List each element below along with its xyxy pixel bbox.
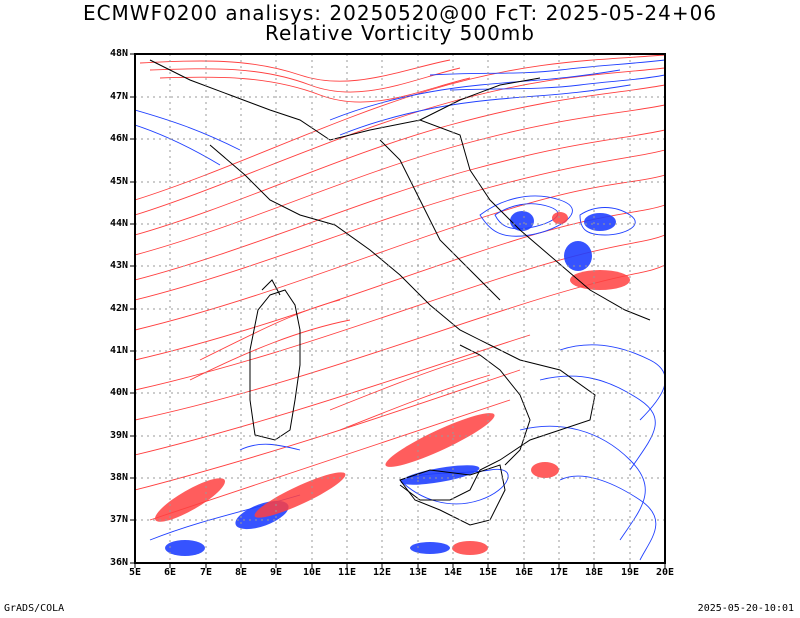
- lon-label: 18E: [584, 567, 604, 578]
- lat-label: 41N: [109, 345, 128, 356]
- lat-label: 48N: [109, 48, 128, 59]
- lat-lon-grid: [135, 54, 665, 563]
- lon-label: 10E: [302, 567, 322, 578]
- lon-label: 12E: [372, 567, 392, 578]
- software-credit: GrADS/COLA: [4, 603, 65, 614]
- lon-label: 7E: [199, 567, 213, 578]
- lon-label: 5E: [128, 567, 142, 578]
- lon-label: 13E: [408, 567, 428, 578]
- lat-label: 39N: [109, 430, 128, 441]
- lon-label: 20E: [655, 567, 675, 578]
- map-subtitle: Relative Vorticity 500mb: [265, 21, 535, 45]
- lat-label: 40N: [109, 387, 128, 398]
- lon-label: 6E: [163, 567, 177, 578]
- lat-label: 42N: [109, 303, 128, 314]
- lat-label: 45N: [109, 176, 128, 187]
- lon-label: 14E: [443, 567, 463, 578]
- lon-label: 17E: [549, 567, 569, 578]
- axis-ticks: [130, 53, 666, 568]
- map-title: ECMWF0200 analisys: 20250520@00 FcT: 202…: [82, 1, 718, 25]
- lat-label: 43N: [109, 260, 128, 271]
- lon-label: 9E: [269, 567, 283, 578]
- lon-label: 15E: [478, 567, 498, 578]
- lat-label: 46N: [109, 133, 128, 144]
- lon-label: 19E: [620, 567, 640, 578]
- lat-label: 36N: [109, 557, 128, 568]
- lat-label: 44N: [109, 218, 128, 229]
- lon-label: 11E: [337, 567, 357, 578]
- lat-label: 38N: [109, 472, 128, 483]
- lon-label: 16E: [514, 567, 534, 578]
- lat-label: 47N: [109, 91, 128, 102]
- generation-timestamp: 2025-05-20-10:01: [697, 603, 794, 614]
- lat-label: 37N: [109, 514, 128, 525]
- lon-label: 8E: [234, 567, 248, 578]
- contour-field: [135, 54, 665, 561]
